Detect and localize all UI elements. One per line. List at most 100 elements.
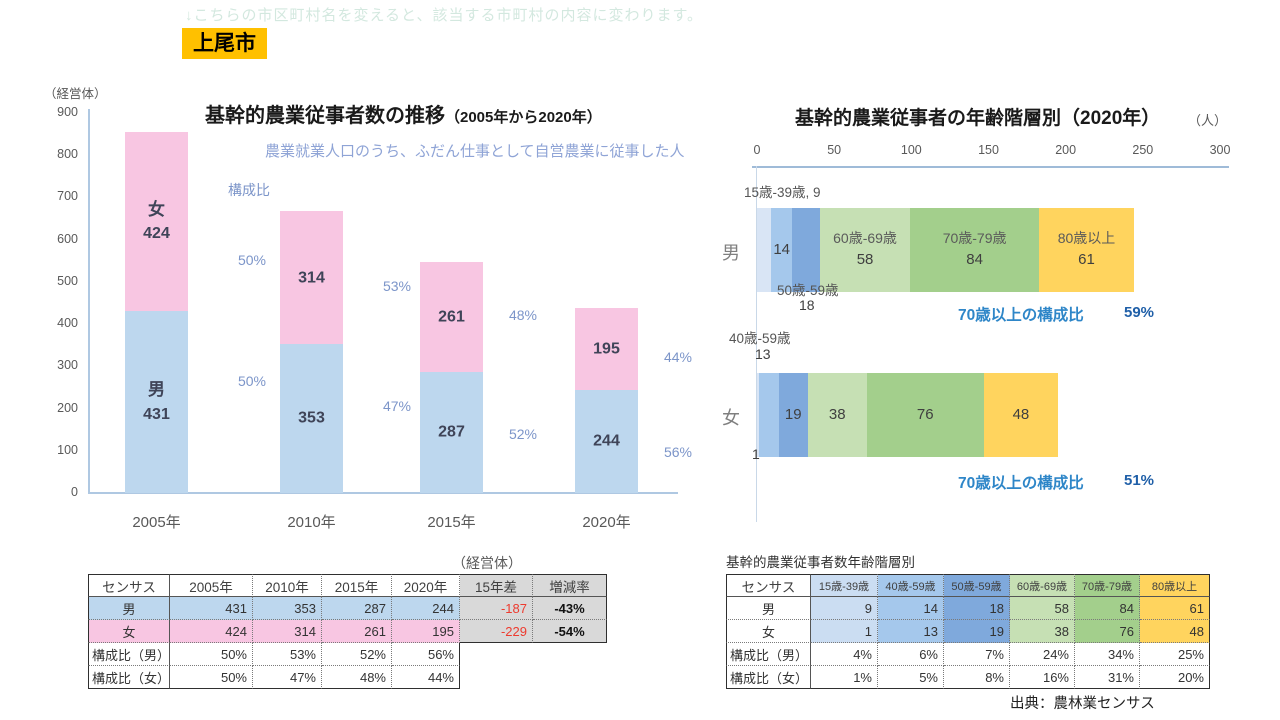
table-cell: 7% (944, 643, 1010, 666)
composition-percent-bottom: 47% (382, 398, 412, 414)
ratio-70plus-label-female: 70歳以上の構成比 (958, 475, 1084, 492)
segment-group-value-label: 60歳-69歳 58 (833, 227, 897, 271)
table-cell: 431 (170, 597, 253, 620)
age-bar-segment (792, 208, 821, 292)
y-tick-label: 300 (57, 358, 78, 373)
table-cell: 58 (1010, 597, 1075, 620)
y-tick-label: 700 (57, 189, 78, 204)
age-bar-segment (757, 208, 771, 292)
trend-title-range: （2005年から2020年） (445, 109, 602, 126)
ratio-70plus-label-male: 70歳以上の構成比 (958, 307, 1084, 324)
bar-segment-female (575, 307, 638, 390)
segment-value-label: 14 (773, 241, 791, 258)
bar-value-female: 314 (298, 269, 325, 287)
table-cell: 1 (811, 620, 878, 643)
bar-segment-male (420, 371, 483, 493)
table-cell: 84 (1075, 597, 1140, 620)
trend-title-main: 基幹的農業従事者数の推移 (205, 105, 445, 127)
table-cell: 24% (1010, 643, 1075, 666)
age-table-grid: センサス 15歳-39歳 40歳-59歳 50歳-59歳 60歳-69歳 70歳-79歳 8… (726, 574, 1210, 689)
bar-segment-male (575, 389, 638, 493)
segment-age-group: 80歳以上 (1057, 230, 1116, 246)
rate-cell: -54% (533, 620, 607, 643)
x-tick-label: 100 (900, 143, 922, 157)
composition-percent-top: 53% (382, 278, 412, 294)
left-axis-line (756, 166, 757, 522)
table-cell: 8% (944, 666, 1010, 689)
table-cell: 6% (878, 643, 944, 666)
bar-segment-male (125, 311, 188, 493)
row-label: 構成比（女） (88, 666, 170, 689)
y-tick-label: 800 (57, 147, 78, 162)
age-bar-segment (909, 208, 1040, 292)
table-cell: 56% (392, 643, 460, 666)
x-tick-label: 300 (1209, 143, 1231, 157)
age-chart-title: 基幹的農業従事者の年齢階層別（2020年） (795, 108, 1161, 129)
bar-segment-female (125, 132, 188, 312)
row-label: 女 (726, 620, 811, 643)
bar-value-female: 261 (438, 308, 465, 326)
table-cell: 195 (392, 620, 460, 643)
segment-age-group: 60歳-69歳 (833, 230, 897, 246)
column-header: 2020年 (392, 574, 460, 597)
segment-value-label: 19 (784, 406, 802, 423)
column-header: センサス (726, 574, 811, 597)
row-label: 構成比（男） (88, 643, 170, 666)
age-bar-segment (770, 208, 793, 292)
trend-chart-subtitle: 農業就業人口のうち、ふだん仕事として自営農業に従事した人 (265, 143, 685, 160)
bar-value-male: 287 (438, 423, 465, 441)
male-third-segment-value: 18 (799, 297, 815, 313)
age-bar-segment (757, 373, 759, 457)
composition-header: 構成比 (228, 182, 270, 198)
table-cell: 52% (322, 643, 392, 666)
table-cell: 13 (878, 620, 944, 643)
bar-value-female: 195 (593, 340, 620, 358)
table-cell: 76 (1075, 620, 1140, 643)
table-cell: 14 (878, 597, 944, 620)
column-header: 80歳以上 (1140, 574, 1210, 597)
segment-value: 84 (966, 251, 983, 268)
composition-percent-top: 44% (663, 349, 693, 365)
column-header: 40歳-59歳 (878, 574, 944, 597)
column-header: 60歳-69歳 (1010, 574, 1075, 597)
table-cell: 20% (1140, 666, 1210, 689)
x-axis-unit-label: （人） (1188, 113, 1228, 128)
segment-age-group: 70歳-79歳 (942, 230, 1007, 246)
x-tick-label: 200 (1055, 143, 1077, 157)
bar-value-male: 244 (593, 432, 620, 450)
age-bar-segment (807, 373, 867, 457)
trend-table-unit-note: （経営体） (452, 555, 522, 571)
composition-percent-bottom: 56% (663, 444, 693, 460)
table-cell: 5% (878, 666, 944, 689)
x-tick-label: 150 (978, 143, 999, 157)
source-note: 出典：農林業センサス (1010, 696, 1155, 712)
age-bar-segment (778, 373, 808, 457)
table-cell: 50% (170, 666, 253, 689)
male-first-segment-annotation: 15歳-39歳, 9 (744, 185, 821, 200)
x-tick-label: 50 (827, 143, 842, 157)
female-first-segment-value: 1 (752, 446, 760, 462)
y-tick-label: 200 (57, 400, 78, 415)
age-bar-segment (820, 208, 910, 292)
table-cell: 19 (944, 620, 1010, 643)
table-cell: 353 (253, 597, 322, 620)
table-cell: 9 (811, 597, 878, 620)
table-cell: 314 (253, 620, 322, 643)
x-category-label: 2005年 (132, 514, 181, 531)
age-bar-segment (758, 373, 779, 457)
city-name-cell[interactable]: 上尾市 (182, 28, 267, 60)
x-category-label: 2020年 (582, 514, 631, 531)
category-label-female: 女 (722, 408, 740, 428)
table-cell: 4% (811, 643, 878, 666)
trend-chart-title: 基幹的農業従事者数の推移（2005年から2020年） (205, 99, 602, 128)
y-tick-label: 600 (57, 231, 78, 246)
ghost-instruction-note: ↓こちらの市区町村名を変えると、該当する市町村の内容に変わります。 (185, 7, 703, 24)
bar-segment-female (420, 261, 483, 372)
segment-value: 61 (1078, 251, 1095, 268)
table-cell: 47% (253, 666, 322, 689)
table-cell: 261 (322, 620, 392, 643)
row-label: 構成比（男） (726, 643, 811, 666)
composition-percent-bottom: 52% (508, 426, 538, 442)
table-cell: 61 (1140, 597, 1210, 620)
